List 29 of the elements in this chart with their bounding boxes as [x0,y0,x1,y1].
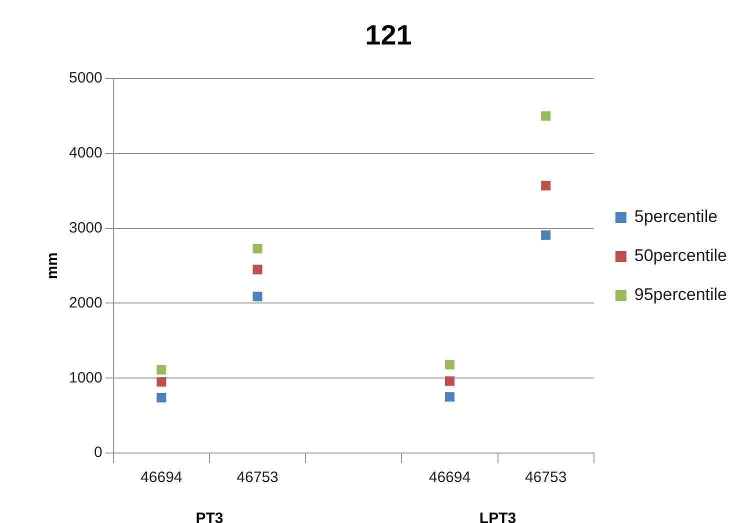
x-tick-label: 46753 [524,469,567,486]
point [541,180,551,190]
point [541,230,551,240]
y-tick-label: 0 [94,444,102,462]
point [541,111,551,121]
x-tick-label: 46694 [140,469,182,486]
y-tick-label: 2000 [68,294,102,312]
point [444,376,454,386]
y-tick-label: 3000 [68,220,102,236]
point [156,365,166,375]
point [252,244,262,254]
point [156,392,166,402]
legend-label: 5percentile [634,207,718,226]
y-tick-label: 1000 [68,369,102,386]
x-tick-label: 46694 [428,469,471,486]
legend-label: 95percentile [634,285,728,304]
x-tick-label: 46753 [236,469,278,486]
point [252,264,262,274]
point [252,292,262,302]
chart-title: 121 [365,20,412,51]
text: LPT3 [479,510,516,523]
point [444,392,454,402]
y-axis-title: mm [44,252,62,280]
point [156,377,166,387]
y-tick-label: 5000 [68,70,102,87]
point [444,360,454,370]
legend-label: 50percentile [634,246,728,266]
y-tick-label: 4000 [68,144,102,162]
text: PT3 [196,510,224,523]
